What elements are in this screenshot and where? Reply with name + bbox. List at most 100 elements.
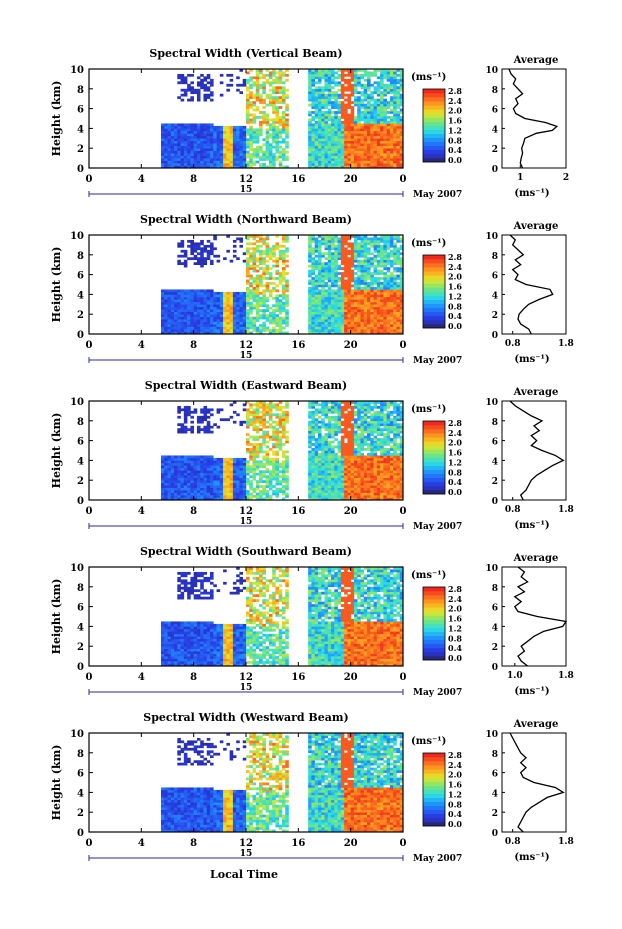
heatmap-cell — [321, 312, 325, 315]
heatmap-cell — [360, 131, 364, 134]
heatmap-cell — [311, 317, 315, 320]
colorbar-tick-label: 0.8 — [448, 301, 462, 311]
heatmap-cell — [269, 76, 273, 79]
heatmap-cell — [360, 111, 364, 114]
heatmap-cell — [360, 329, 364, 332]
heatmap-cell — [171, 485, 175, 488]
heatmap-cell — [321, 297, 325, 300]
heatmap-cell — [184, 151, 188, 154]
heatmap-cell — [269, 473, 273, 476]
heatmap-cell — [341, 282, 345, 285]
heatmap-cell — [187, 136, 191, 139]
heatmap-cell — [351, 86, 355, 89]
heatmap-cell — [168, 495, 172, 498]
heatmap-cell — [262, 488, 266, 491]
heatmap-cell — [325, 106, 329, 109]
heatmap-cell — [236, 146, 240, 149]
heatmap-cell — [328, 146, 332, 149]
heatmap-cell — [374, 265, 378, 268]
heatmap-cell — [377, 255, 381, 258]
heatmap-cell — [262, 138, 266, 141]
heatmap-cell — [164, 488, 168, 491]
heatmap-cell — [308, 237, 312, 240]
heatmap-cell — [315, 151, 319, 154]
heatmap-cell — [341, 146, 345, 149]
heatmap-cell — [318, 111, 322, 114]
heatmap-cell — [328, 84, 332, 87]
heatmap-cell — [243, 485, 247, 488]
heatmap-cell — [246, 141, 250, 144]
heatmap-cell — [338, 319, 342, 322]
heatmap-cell — [168, 143, 172, 146]
heatmap-cell — [194, 475, 198, 478]
heatmap-cell — [181, 151, 185, 154]
heatmap-cell — [367, 324, 371, 327]
heatmap-cell — [210, 123, 214, 126]
heatmap-cell — [344, 309, 348, 312]
heatmap-cell — [380, 104, 384, 107]
heatmap-cell — [203, 250, 207, 253]
heatmap-cell — [184, 299, 188, 302]
heatmap-cell — [344, 260, 348, 263]
heatmap-cell — [197, 94, 201, 97]
heatmap-cell — [347, 304, 351, 307]
heatmap-cell — [311, 81, 315, 84]
heatmap-cell — [253, 76, 257, 79]
heatmap-cell — [207, 465, 211, 468]
heatmap-cell — [354, 121, 358, 124]
heatmap-cell — [393, 319, 397, 322]
heatmap-cell — [308, 272, 312, 275]
heatmap-cell — [370, 245, 374, 248]
heatmap-cell — [328, 143, 332, 146]
heatmap-cell — [168, 324, 172, 327]
heatmap-cell — [282, 257, 286, 260]
colorbar-segment — [423, 89, 445, 93]
heatmap-cell — [230, 416, 234, 419]
heatmap-cell — [272, 478, 276, 481]
heatmap-cell — [213, 470, 217, 473]
heatmap-cell — [233, 163, 237, 166]
heatmap-cell — [285, 109, 289, 112]
heatmap-cell — [370, 158, 374, 161]
heatmap-cell — [239, 158, 243, 161]
heatmap-cell — [325, 237, 329, 240]
heatmap-cell — [315, 297, 319, 300]
heatmap-cell — [351, 309, 355, 312]
heatmap-cell — [253, 324, 257, 327]
heatmap-cell — [285, 488, 289, 491]
heatmap-cell — [272, 265, 276, 268]
heatmap-cell — [308, 287, 312, 290]
heatmap-cell — [279, 121, 283, 124]
heatmap-cell — [354, 146, 358, 149]
heatmap-cell — [325, 245, 329, 248]
heatmap-cell — [272, 446, 276, 449]
heatmap-cell — [357, 302, 361, 305]
heatmap-cell — [181, 428, 185, 431]
heatmap-cell — [370, 285, 374, 288]
heatmap-cell — [331, 317, 335, 320]
heatmap-cell — [190, 307, 194, 310]
heatmap-cell — [318, 245, 322, 248]
heatmap-cell — [390, 314, 394, 317]
heatmap-cell — [275, 406, 279, 409]
heatmap-cell — [217, 128, 221, 131]
heatmap-cell — [184, 322, 188, 325]
heatmap-cell — [383, 324, 387, 327]
heatmap-cell — [269, 255, 273, 258]
heatmap-cell — [338, 267, 342, 270]
heatmap-cell — [383, 143, 387, 146]
heatmap-cell — [341, 74, 345, 77]
heatmap-cell — [253, 265, 257, 268]
heatmap-cell — [217, 495, 221, 498]
heatmap-cell — [377, 111, 381, 114]
heatmap-cell — [161, 143, 165, 146]
heatmap-cell — [236, 483, 240, 486]
heatmap-cell — [318, 262, 322, 265]
heatmap-cell — [357, 158, 361, 161]
heatmap-cell — [223, 478, 227, 481]
colorbar-tick-label: 2.8 — [448, 86, 462, 96]
heatmap-cell — [344, 275, 348, 278]
heatmap-cell — [370, 319, 374, 322]
heatmap-cell — [370, 329, 374, 332]
heatmap-cell — [357, 267, 361, 270]
